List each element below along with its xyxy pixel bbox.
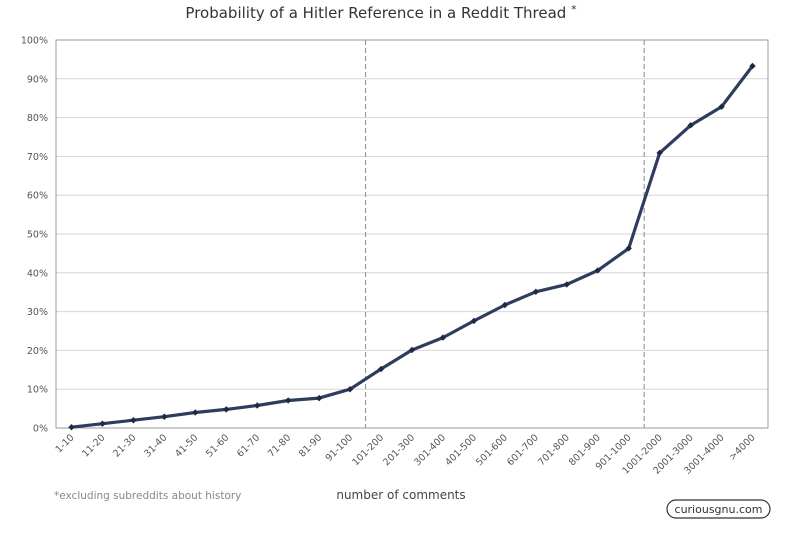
y-tick-label: 30% bbox=[27, 307, 48, 318]
data-point bbox=[656, 149, 663, 157]
y-tick-label: 70% bbox=[27, 152, 48, 163]
data-point bbox=[625, 245, 632, 252]
data-point bbox=[687, 122, 694, 129]
y-tick-label: 10% bbox=[27, 385, 48, 396]
data-point bbox=[346, 386, 354, 393]
axes bbox=[55, 39, 769, 429]
data-point bbox=[254, 402, 261, 409]
x-axis-label: number of comments bbox=[336, 488, 465, 502]
data-point bbox=[130, 417, 137, 424]
x-tick-label: 101-200 bbox=[350, 432, 386, 468]
chart-title-text: Probability of a Hitler Reference in a R… bbox=[185, 4, 566, 22]
y-tick-label: 100% bbox=[21, 36, 48, 47]
x-tick-labels: 1-10 11-20 21-30 31-40 41-50 51-60 61-70 71-80 8… bbox=[54, 432, 758, 476]
watermark-text: curiousgnu.com bbox=[675, 503, 763, 516]
data-point bbox=[68, 424, 75, 431]
data-point bbox=[563, 281, 570, 288]
data-point bbox=[501, 301, 509, 309]
x-tick-label: 11-20 bbox=[80, 432, 107, 459]
y-tick-labels: 0% 10% 20% 30% 40% 50% 60% 70% 80% 90% 100% bbox=[21, 36, 48, 435]
y-tick-label: 50% bbox=[27, 230, 48, 241]
data-point bbox=[718, 103, 725, 110]
x-tick-label: 31-40 bbox=[142, 432, 169, 459]
x-tick-label: 41-50 bbox=[173, 432, 200, 459]
y-tick-label: 60% bbox=[27, 191, 48, 202]
data-point bbox=[532, 288, 540, 296]
data-point bbox=[377, 365, 385, 373]
x-tick-label: 1-10 bbox=[54, 432, 77, 455]
reference-lines bbox=[365, 40, 645, 428]
y-tick-label: 80% bbox=[27, 113, 48, 124]
data-point bbox=[284, 397, 292, 404]
data-point bbox=[161, 413, 168, 420]
x-tick-label: 401-500 bbox=[443, 432, 479, 468]
watermark: curiousgnu.com bbox=[666, 499, 771, 519]
data-point bbox=[470, 317, 478, 325]
x-tick-label: 71-80 bbox=[266, 432, 293, 459]
x-tick-label: 301-400 bbox=[412, 432, 448, 468]
x-tick-label: 51-60 bbox=[204, 432, 231, 459]
data-point bbox=[408, 346, 416, 354]
x-tick-label: 601-700 bbox=[505, 432, 541, 468]
data-point bbox=[192, 409, 199, 416]
y-tick-label: 90% bbox=[27, 74, 48, 85]
x-tick-label: 701-800 bbox=[536, 432, 572, 468]
series-line-group bbox=[68, 62, 756, 431]
plot-frame bbox=[55, 39, 769, 429]
series-line bbox=[69, 64, 755, 429]
x-tick-label: 21-30 bbox=[111, 432, 138, 459]
data-point bbox=[749, 62, 756, 70]
footnote: *excluding subreddits about history bbox=[54, 490, 241, 502]
x-tick-label: 61-70 bbox=[235, 432, 262, 459]
watermark-frame bbox=[666, 499, 771, 519]
y-tick-label: 20% bbox=[27, 346, 48, 357]
x-tick-label: 501-600 bbox=[474, 432, 510, 468]
y-tick-label: 0% bbox=[33, 424, 48, 435]
chart-title: Probability of a Hitler Reference in a R… bbox=[185, 3, 577, 22]
data-point bbox=[223, 406, 230, 413]
x-tick-label: >4000 bbox=[727, 432, 758, 463]
data-point bbox=[594, 267, 601, 274]
data-point bbox=[439, 334, 447, 341]
y-tick-label: 40% bbox=[27, 268, 48, 279]
x-tick-label: 81-90 bbox=[297, 432, 324, 459]
x-tick-label: 201-300 bbox=[381, 432, 417, 468]
data-point bbox=[315, 394, 323, 402]
data-point bbox=[99, 420, 106, 427]
chart-title-mark: * bbox=[571, 3, 577, 16]
gridlines bbox=[56, 39, 768, 390]
